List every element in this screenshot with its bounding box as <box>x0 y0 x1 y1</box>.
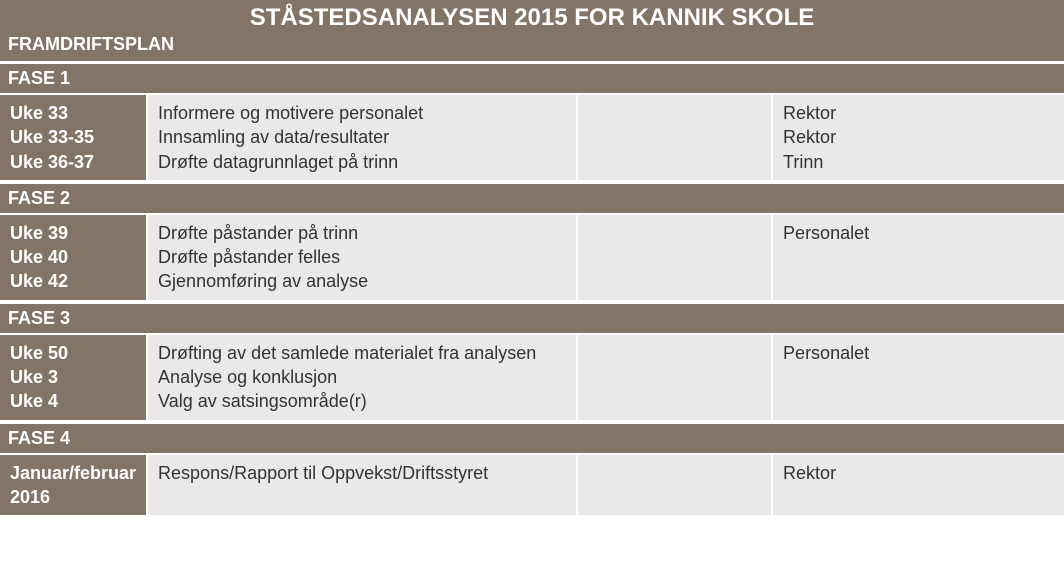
phase-label: FASE 3 <box>0 302 1064 335</box>
empty-cell <box>578 215 773 302</box>
activity-line: Drøfte påstander felles <box>158 245 566 269</box>
phase-data-row: Uke 33 Uke 33-35 Uke 36-37 Informere og … <box>0 95 1064 182</box>
activity-line: Drøfte datagrunnlaget på trinn <box>158 150 566 174</box>
title-row: STÅSTEDSANALYSEN 2015 FOR KANNIK SKOLE <box>0 0 1064 34</box>
activity-line: Valg av satsingsområde(r) <box>158 389 566 413</box>
who-line: Personalet <box>783 341 1054 365</box>
phase-label: FASE 1 <box>0 64 1064 95</box>
who-line: Personalet <box>783 221 1054 245</box>
when-line: Uke 4 <box>10 389 136 413</box>
phase-label: FASE 2 <box>0 182 1064 215</box>
who-line: Rektor <box>783 461 1054 485</box>
who-cell: Rektor Rektor Trinn <box>773 95 1064 182</box>
empty-cell <box>578 95 773 182</box>
activity-line: Drøfte påstander på trinn <box>158 221 566 245</box>
subtitle-row: FRAMDRIFTSPLAN <box>0 34 1064 64</box>
when-line: Uke 39 <box>10 221 136 245</box>
when-line: Uke 50 <box>10 341 136 365</box>
plan-table: STÅSTEDSANALYSEN 2015 FOR KANNIK SKOLE F… <box>0 0 1064 517</box>
activity-cell: Drøfting av det samlede materialet fra a… <box>148 335 578 422</box>
page-title: STÅSTEDSANALYSEN 2015 FOR KANNIK SKOLE <box>0 0 1064 34</box>
empty-cell <box>578 335 773 422</box>
empty-cell <box>578 455 773 518</box>
activity-line: Informere og motivere personalet <box>158 101 566 125</box>
when-line: Uke 33-35 <box>10 125 136 149</box>
when-cell: Januar/februar 2016 <box>0 455 148 518</box>
who-line: Trinn <box>783 150 1054 174</box>
activity-cell: Drøfte påstander på trinn Drøfte påstand… <box>148 215 578 302</box>
phase-header: FASE 1 <box>0 64 1064 95</box>
phase-header: FASE 2 <box>0 182 1064 215</box>
who-line: Rektor <box>783 101 1054 125</box>
phase-label: FASE 4 <box>0 422 1064 455</box>
activity-line: Analyse og konklusjon <box>158 365 566 389</box>
activity-line: Respons/Rapport til Oppvekst/Driftsstyre… <box>158 461 566 485</box>
phase-header: FASE 3 <box>0 302 1064 335</box>
who-line: Rektor <box>783 125 1054 149</box>
who-cell: Personalet <box>773 215 1064 302</box>
when-cell: Uke 50 Uke 3 Uke 4 <box>0 335 148 422</box>
activity-line: Drøfting av det samlede materialet fra a… <box>158 341 566 365</box>
when-line: Uke 42 <box>10 269 136 293</box>
who-cell: Personalet <box>773 335 1064 422</box>
phase-data-row: Januar/februar 2016 Respons/Rapport til … <box>0 455 1064 518</box>
activity-cell: Respons/Rapport til Oppvekst/Driftsstyre… <box>148 455 578 518</box>
page-subtitle: FRAMDRIFTSPLAN <box>0 34 1064 64</box>
activity-line: Gjennomføring av analyse <box>158 269 566 293</box>
when-line: Uke 3 <box>10 365 136 389</box>
phase-header: FASE 4 <box>0 422 1064 455</box>
when-line: Uke 40 <box>10 245 136 269</box>
activity-line: Innsamling av data/resultater <box>158 125 566 149</box>
phase-data-row: Uke 50 Uke 3 Uke 4 Drøfting av det samle… <box>0 335 1064 422</box>
phase-data-row: Uke 39 Uke 40 Uke 42 Drøfte påstander på… <box>0 215 1064 302</box>
when-cell: Uke 33 Uke 33-35 Uke 36-37 <box>0 95 148 182</box>
when-line: Januar/februar 2016 <box>10 461 136 510</box>
when-cell: Uke 39 Uke 40 Uke 42 <box>0 215 148 302</box>
who-cell: Rektor <box>773 455 1064 518</box>
when-line: Uke 36-37 <box>10 150 136 174</box>
when-line: Uke 33 <box>10 101 136 125</box>
activity-cell: Informere og motivere personalet Innsaml… <box>148 95 578 182</box>
